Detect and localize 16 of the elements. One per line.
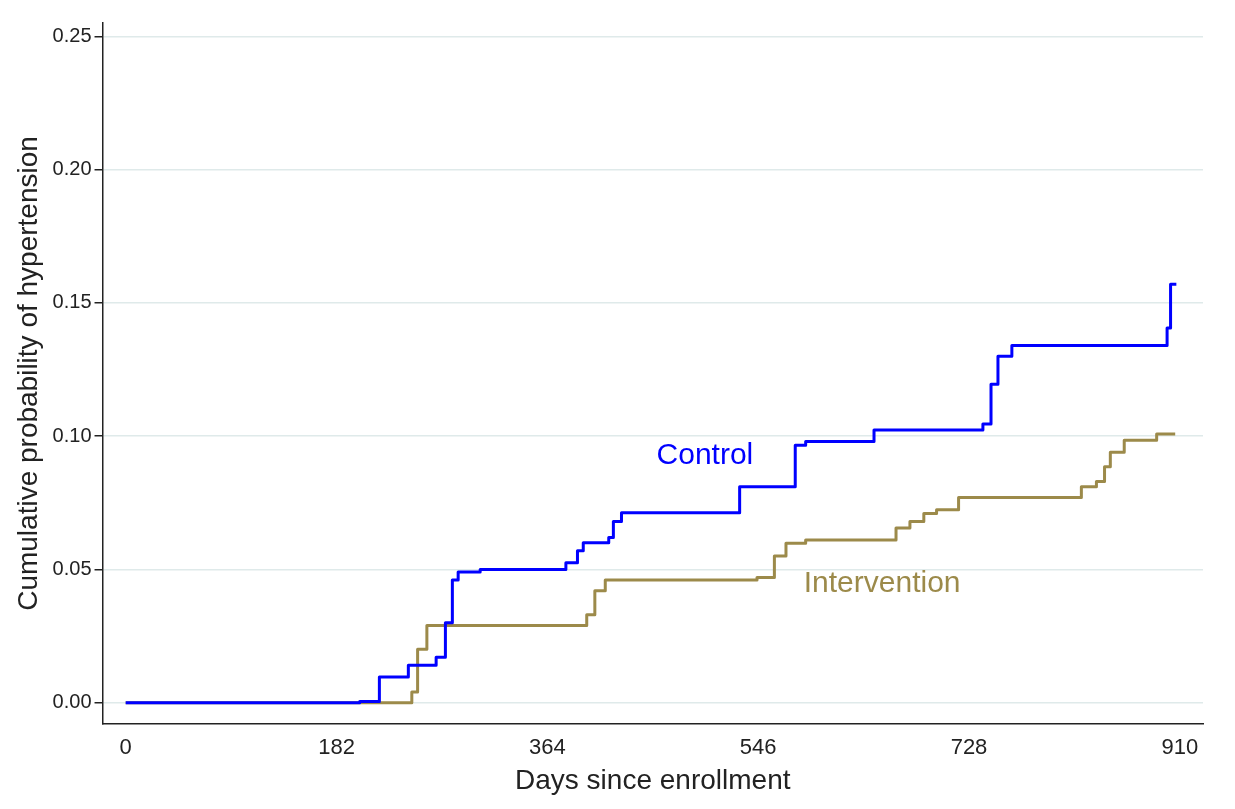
y-tick-label: 0.25 xyxy=(52,23,92,46)
y-tick-label: 0.20 xyxy=(52,157,92,180)
y-tick-label: 0.05 xyxy=(52,556,92,579)
y-axis-title: Cumulative probability of hypertension xyxy=(11,136,43,611)
x-tick-label: 728 xyxy=(950,734,988,760)
x-tick-label: 364 xyxy=(528,734,566,760)
series-label: Control xyxy=(656,436,754,470)
y-tick-label: 0.10 xyxy=(52,423,92,446)
y-tick-label: 0.15 xyxy=(52,290,92,313)
series-label: Intervention xyxy=(803,565,961,599)
x-tick-label: 0 xyxy=(119,734,132,760)
x-tick-label: 182 xyxy=(318,734,355,760)
y-tick-label: 0.00 xyxy=(52,690,92,713)
x-tick-label: 910 xyxy=(1161,734,1199,760)
x-tick-label: 546 xyxy=(739,734,777,760)
x-axis-title: Days since enrollment xyxy=(515,763,791,795)
